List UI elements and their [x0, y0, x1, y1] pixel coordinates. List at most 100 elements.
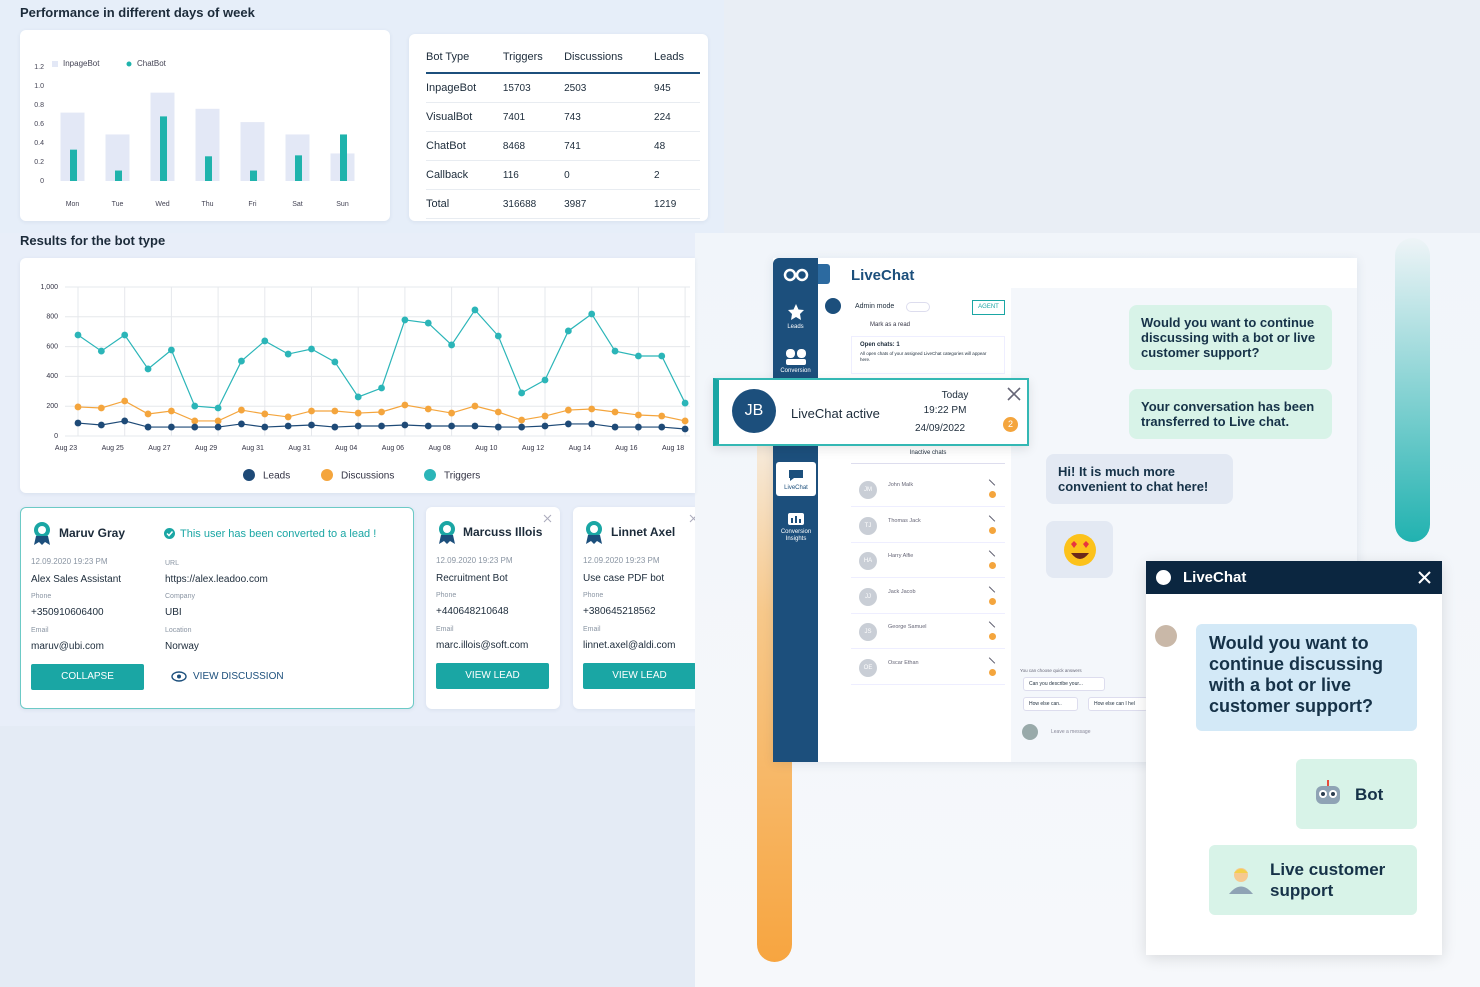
point [261, 423, 269, 431]
sidebar-item[interactable]: LiveChat [784, 485, 808, 491]
quick-answer[interactable]: How else can I hel [1088, 697, 1148, 711]
view-lead-button[interactable]: VIEW LEAD [436, 663, 549, 689]
sidebar-active [776, 462, 816, 496]
option-bot[interactable]: Bot [1296, 759, 1417, 829]
leads-icon [788, 304, 804, 320]
lead-date: 12.09.2020 19:23 PM [583, 556, 660, 565]
close-mark[interactable] [988, 657, 996, 664]
point [97, 404, 105, 412]
inactive-row[interactable]: JJ Jack Jacob [851, 583, 1005, 614]
y-tick-label: 800 [46, 314, 58, 321]
table-cell: 7401 [502, 102, 565, 132]
table-cell: Total [426, 189, 503, 219]
message-input[interactable]: Leave a message [1051, 729, 1091, 735]
point [448, 341, 455, 349]
inactive-row[interactable]: JM John Malk [851, 476, 1005, 507]
field-label: Phone [31, 593, 52, 600]
point [261, 410, 269, 418]
close-icon[interactable] [1006, 386, 1022, 402]
sidebar-item[interactable]: Conversion Insights [780, 529, 812, 542]
close-mark[interactable] [988, 621, 996, 629]
close-mark[interactable] [988, 479, 996, 486]
y-tick-label: 1.0 [34, 83, 44, 90]
toggle[interactable] [906, 302, 930, 312]
x-tick-label: Aug 12 [522, 445, 544, 452]
open-chats-note: All open chats of your assigned LiveChat… [860, 351, 987, 362]
notification-text: LiveChat active [791, 406, 880, 421]
point [284, 413, 292, 421]
bar [295, 155, 302, 181]
point [658, 352, 666, 360]
field-label: Email [31, 627, 49, 634]
option-live[interactable]: Live customer support [1209, 845, 1417, 915]
collapse-tab[interactable] [818, 264, 830, 284]
divider [851, 463, 1005, 464]
y-tick-label: 1,000 [40, 284, 58, 291]
point [588, 405, 596, 413]
emoji [1064, 534, 1096, 566]
inactive-title: Inactive chats [909, 450, 947, 456]
inactive-row[interactable]: TJ Thomas Jack [851, 512, 1005, 543]
point [378, 408, 385, 416]
table-cell: 945 [654, 73, 700, 103]
point [168, 346, 175, 354]
notification[interactable]: JB LiveChat active Today 19:22 PM 24/09/… [713, 378, 1029, 446]
point [401, 421, 409, 429]
legend-label: InpageBot [63, 59, 100, 68]
table-body: Bot Type Triggers Discussions Leads InpageBo… [426, 42, 700, 219]
point [424, 422, 432, 430]
inactive-name: Oscar Ethan [888, 660, 919, 666]
app-title: LiveChat [851, 267, 915, 284]
close-mark[interactable] [988, 514, 996, 522]
lead-bot: Use case PDF bot [583, 573, 665, 584]
sidebar-item[interactable]: Leads [787, 324, 804, 330]
point [658, 423, 666, 431]
close-mark[interactable] [988, 550, 996, 557]
point [238, 420, 245, 428]
close-mark[interactable] [988, 586, 996, 593]
lead-date: 12.09.2020 19:23 PM [31, 557, 108, 566]
point [494, 423, 502, 431]
field-value: +380645218562 [583, 606, 656, 617]
quick-answer[interactable]: How else can.. [1023, 697, 1078, 711]
close-icon[interactable] [543, 514, 552, 523]
sidebar [773, 258, 818, 762]
inactive-name: Harry Alfie [888, 553, 914, 560]
lead-name: Maruv Gray [59, 526, 126, 540]
table-cell: 1219 [654, 189, 700, 219]
y-tick-label: 1.2 [34, 64, 44, 71]
inactive-row[interactable]: HA Harry Alfie [851, 547, 1005, 579]
point [611, 423, 619, 431]
lead-status: This user has been converted to a lead ! [180, 528, 377, 540]
mark-read[interactable]: Mark as a read [870, 322, 911, 328]
legend-swatch [243, 469, 255, 481]
point [308, 407, 315, 415]
y-tick-label: 0 [40, 178, 44, 185]
point [518, 416, 526, 424]
view-discussion-button[interactable]: VIEW DISCUSSION [193, 671, 284, 682]
inactive-row[interactable]: JS George Samuel [851, 618, 1005, 650]
table-cell: 743 [564, 102, 655, 132]
agent-button[interactable]: AGENT [972, 300, 1005, 315]
close-icon[interactable] [1417, 570, 1432, 585]
initials-avatar: HA [859, 552, 877, 571]
top-right-bg [724, 0, 1480, 233]
inactive-row[interactable]: OE Oscar Ethan [851, 654, 1005, 685]
quick-answer[interactable]: Can you describe your... [1023, 677, 1105, 691]
sidebar-item[interactable]: Conversion [780, 368, 811, 374]
point [494, 408, 502, 416]
close-icon[interactable] [689, 514, 695, 523]
initials-avatar: JJ [859, 587, 877, 606]
field-label: Company [165, 593, 195, 600]
point [635, 352, 642, 360]
point [74, 403, 82, 411]
x-tick-label: Fri [248, 201, 257, 208]
teal-bar [1395, 238, 1430, 542]
table-cell: Callback [426, 160, 503, 190]
view-lead-button[interactable]: VIEW LEAD [583, 663, 695, 689]
initials-avatar: JM [859, 481, 877, 499]
header-cell: Discussions [564, 42, 655, 74]
chat-bubble: Your conversation has been transferred t… [1129, 389, 1332, 439]
status-dot [989, 597, 996, 605]
collapse-button[interactable]: COLLAPSE [31, 664, 144, 690]
